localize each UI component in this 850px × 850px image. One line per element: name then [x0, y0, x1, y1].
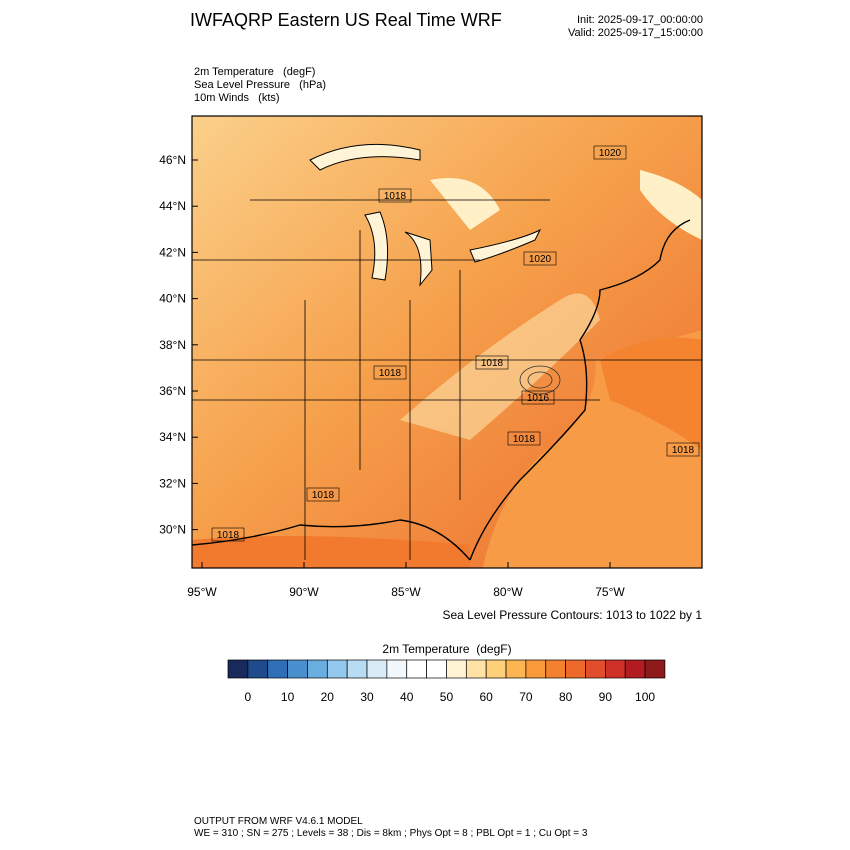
colorbar-box	[346, 659, 368, 679]
lon-label: 75°W	[595, 585, 625, 599]
colorbar-box	[644, 659, 666, 679]
lat-label: 38°N	[159, 338, 186, 352]
field-label: 10m Winds (kts)	[194, 92, 280, 104]
colorbar-box	[465, 659, 487, 679]
contour-label: 1020	[599, 148, 622, 159]
colorbar-tick-label: 10	[281, 690, 295, 704]
lat-label: 46°N	[159, 153, 186, 167]
init-time: Init: 2025-09-17_00:00:00	[577, 14, 703, 26]
lat-label: 36°N	[159, 384, 186, 398]
contour-label-box	[306, 487, 340, 502]
colorbar-box	[624, 659, 646, 679]
lat-label: 42°N	[159, 245, 186, 259]
contour-note: Sea Level Pressure Contours: 1013 to 102…	[442, 608, 703, 622]
colorbar-box	[326, 659, 348, 679]
colorbar-box	[446, 659, 467, 679]
field-label: 2m Temperature (degF)	[194, 66, 316, 78]
contour-label-box	[211, 527, 245, 542]
contour-label-box	[521, 390, 555, 405]
colorbar-tick-label: 30	[360, 690, 374, 704]
colorbar-box	[426, 659, 447, 679]
lon-label: 80°W	[493, 585, 523, 599]
colorbar-box	[386, 659, 408, 679]
contour-label: 1016	[527, 393, 550, 404]
colorbar-box	[525, 659, 547, 679]
colorbar-box	[565, 659, 586, 679]
map-field	[192, 116, 702, 568]
contour-label: 1020	[529, 254, 552, 265]
lat-label: 34°N	[159, 430, 186, 444]
lat-label: 44°N	[159, 199, 186, 213]
colorbar-tick-label: 80	[559, 690, 573, 704]
colorbar-tick-label: 40	[400, 690, 414, 704]
contour-label-box	[593, 145, 627, 160]
colorbar-tick-label: 0	[245, 690, 252, 704]
colorbar-box	[545, 659, 566, 679]
contour-label-box	[373, 365, 407, 380]
contour-label: 1018	[379, 368, 402, 379]
colorbar-tick-label: 60	[480, 690, 494, 704]
colorbar-box	[307, 659, 328, 679]
colorbar-box	[585, 659, 606, 679]
lon-label: 90°W	[289, 585, 319, 599]
colorbar-box	[227, 659, 249, 679]
field-label: Sea Level Pressure (hPa)	[194, 79, 327, 91]
contour-label-box	[475, 355, 509, 370]
title: IWFAQRP Eastern US Real Time WRF	[190, 10, 502, 30]
map-frame	[191, 115, 703, 569]
colorbar-title: 2m Temperature (degF)	[382, 642, 512, 656]
colorbar-tick-label: 50	[440, 690, 454, 704]
colorbar-box	[247, 659, 269, 679]
contour-label-box	[666, 442, 700, 457]
colorbar-tick-label: 100	[635, 690, 655, 704]
valid-time: Valid: 2025-09-17_15:00:00	[568, 27, 703, 39]
footer-line: OUTPUT FROM WRF V4.6.1 MODEL	[194, 816, 363, 827]
colorbar-box	[287, 659, 308, 679]
colorbar-box	[406, 659, 427, 679]
colorbar-box	[366, 659, 388, 679]
colorbar-tick-label: 70	[519, 690, 533, 704]
lat-label: 40°N	[159, 292, 186, 306]
lon-label: 95°W	[187, 585, 217, 599]
contour-label: 1018	[217, 530, 240, 541]
contour-label: 1018	[481, 358, 504, 369]
contour-label-box	[507, 431, 541, 446]
colorbar-box	[505, 659, 527, 679]
lat-label: 32°N	[159, 476, 186, 490]
lon-label: 85°W	[391, 585, 421, 599]
colorbar-box	[604, 659, 626, 679]
colorbar-tick-label: 90	[599, 690, 613, 704]
footer-line: WE = 310 ; SN = 275 ; Levels = 38 ; Dis …	[194, 828, 588, 839]
contour-label-box	[378, 188, 412, 203]
contour-label: 1018	[312, 490, 335, 501]
contour-label: 1018	[384, 191, 407, 202]
colorbar-tick-label: 20	[321, 690, 335, 704]
colorbar-box	[485, 659, 507, 679]
contour-label: 1018	[672, 445, 695, 456]
colorbar-box	[267, 659, 288, 679]
lat-label: 30°N	[159, 523, 186, 537]
contour-label-box	[523, 251, 557, 266]
contour-label: 1018	[513, 434, 536, 445]
